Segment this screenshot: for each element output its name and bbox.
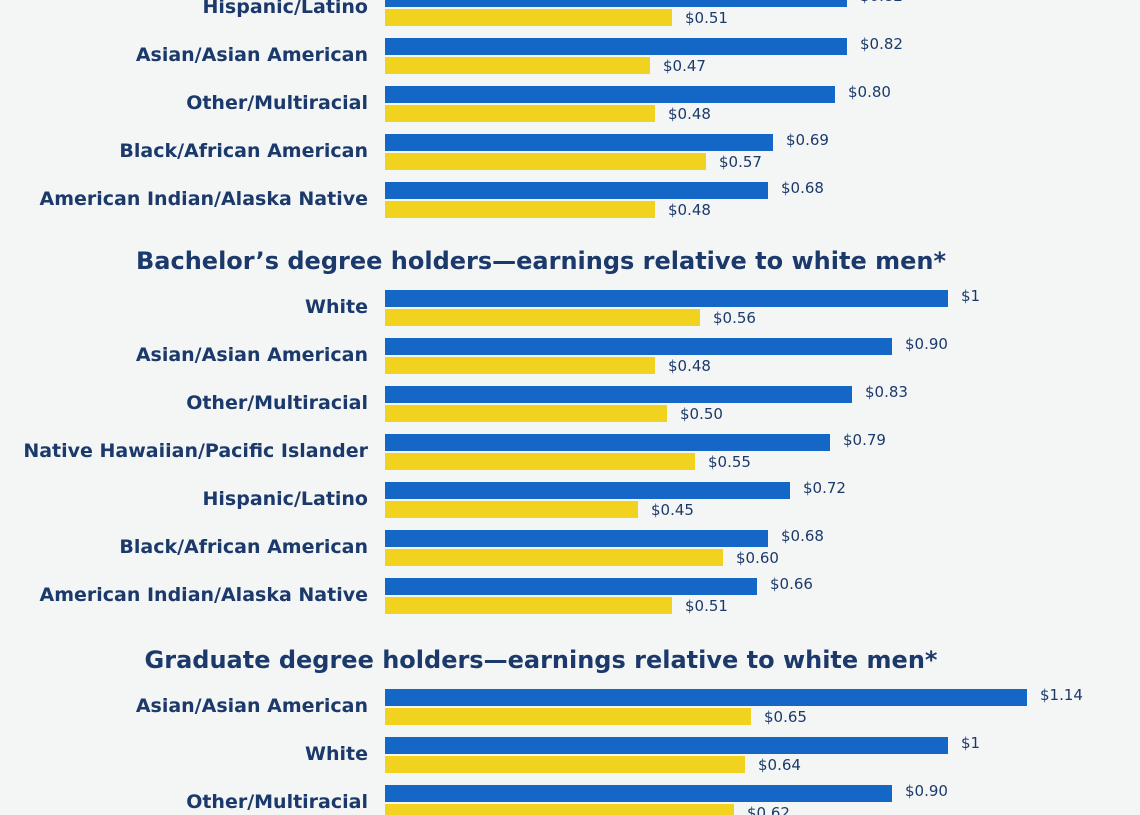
bar-series-2 xyxy=(385,708,751,725)
value-label: $1 xyxy=(961,734,981,752)
value-label: $0.90 xyxy=(905,782,948,800)
bar-series-1 xyxy=(385,434,830,451)
bar-series-1 xyxy=(385,338,892,355)
bar-series-1 xyxy=(385,578,757,595)
bar-series-1 xyxy=(385,86,835,103)
value-label: $0.79 xyxy=(843,431,886,449)
value-label: $1.14 xyxy=(1040,686,1083,704)
category-label: Other/Multiracial xyxy=(186,392,368,414)
bar-series-2 xyxy=(385,549,723,566)
chart-title: Bachelor’s degree holders—earnings relat… xyxy=(135,247,947,275)
bar-series-2 xyxy=(385,57,650,74)
bar-series-1 xyxy=(385,689,1027,706)
bar-series-2 xyxy=(385,453,695,470)
category-label: Other/Multiracial xyxy=(186,791,368,813)
bar-series-1 xyxy=(385,134,773,151)
category-label: Other/Multiracial xyxy=(186,92,368,114)
bar-series-1 xyxy=(385,785,892,802)
bar-series-1 xyxy=(385,530,768,547)
bar-series-1 xyxy=(385,482,790,499)
category-label: Native Hawaiian/Pacific Islander xyxy=(23,440,368,462)
value-label: $0.48 xyxy=(668,105,711,123)
value-label: $0.82 xyxy=(860,0,903,5)
value-label: $0.80 xyxy=(848,83,891,101)
value-label: $0.55 xyxy=(708,453,751,471)
bar-series-2 xyxy=(385,501,638,518)
category-label: Black/African American xyxy=(119,536,368,558)
bar-series-1 xyxy=(385,386,852,403)
value-label: $0.72 xyxy=(803,479,846,497)
value-label: $0.60 xyxy=(736,549,779,567)
category-label: Hispanic/Latino xyxy=(202,0,369,18)
category-label: Asian/Asian American xyxy=(135,44,368,66)
value-label: $0.90 xyxy=(905,335,948,353)
bar-series-2 xyxy=(385,405,667,422)
chart-title: Graduate degree holders—earnings relativ… xyxy=(144,646,938,674)
bar-series-2 xyxy=(385,357,655,374)
bar-series-2 xyxy=(385,105,655,122)
value-label: $0.64 xyxy=(758,756,801,774)
category-label: Black/African American xyxy=(119,140,368,162)
bar-series-2 xyxy=(385,201,655,218)
bar-series-2 xyxy=(385,153,706,170)
value-label: $0.68 xyxy=(781,527,824,545)
value-label: $0.51 xyxy=(685,9,728,27)
value-label: $0.45 xyxy=(651,501,694,519)
value-label: $0.82 xyxy=(860,35,903,53)
bar-series-2 xyxy=(385,9,672,26)
bar-series-2 xyxy=(385,804,734,815)
bar-series-1 xyxy=(385,0,847,7)
bar-series-2 xyxy=(385,597,672,614)
value-label: $0.47 xyxy=(663,57,706,75)
bar-series-1 xyxy=(385,737,948,754)
value-label: $0.48 xyxy=(668,201,711,219)
value-label: $0.51 xyxy=(685,597,728,615)
value-label: $0.50 xyxy=(680,405,723,423)
value-label: $1 xyxy=(961,287,981,305)
bar-series-2 xyxy=(385,756,745,773)
value-label: $0.56 xyxy=(713,309,756,327)
value-label: $0.48 xyxy=(668,357,711,375)
value-label: $0.83 xyxy=(865,383,908,401)
category-label: Asian/Asian American xyxy=(135,344,368,366)
value-label: $0.68 xyxy=(781,179,824,197)
category-label: American Indian/Alaska Native xyxy=(39,188,368,210)
category-label: White xyxy=(305,296,368,318)
bar-series-1 xyxy=(385,290,948,307)
value-label: $0.62 xyxy=(747,804,790,815)
category-label: American Indian/Alaska Native xyxy=(39,584,368,606)
bar-series-1 xyxy=(385,38,847,55)
category-label: White xyxy=(305,743,368,765)
category-label: Asian/Asian American xyxy=(135,695,368,717)
value-label: $0.66 xyxy=(770,575,813,593)
value-label: $0.69 xyxy=(786,131,829,149)
bar-series-2 xyxy=(385,309,700,326)
bar-series-1 xyxy=(385,182,768,199)
category-label: Hispanic/Latino xyxy=(202,488,369,510)
value-label: $0.65 xyxy=(764,708,807,726)
value-label: $0.57 xyxy=(719,153,762,171)
